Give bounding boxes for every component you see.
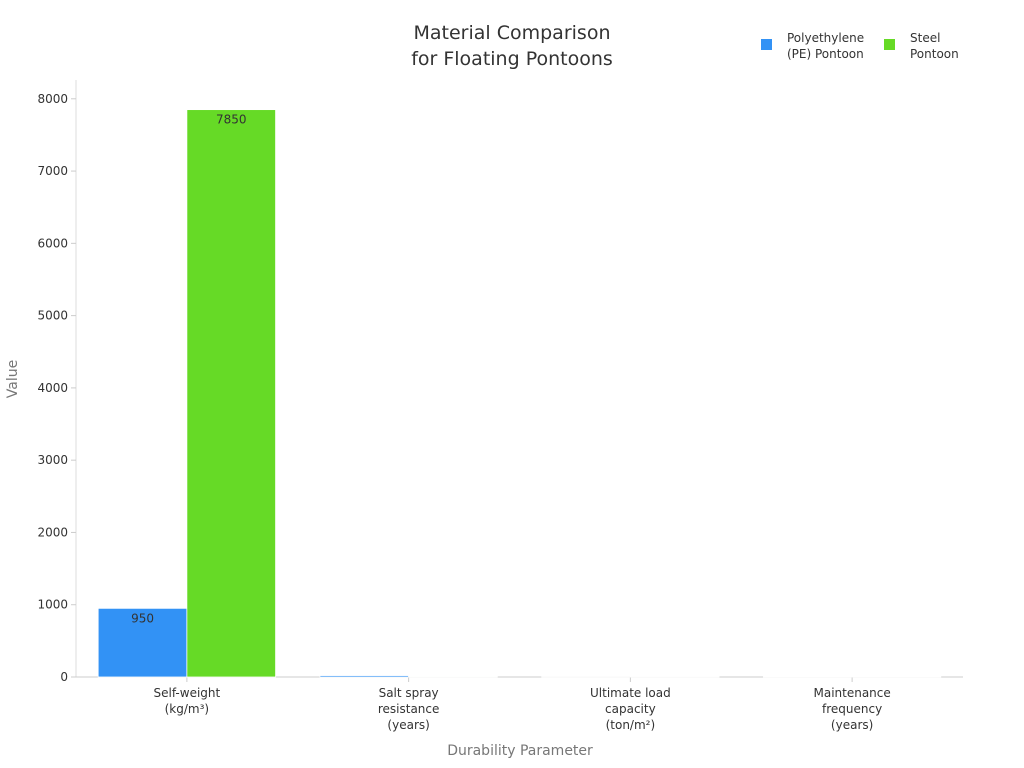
bar [97, 607, 188, 678]
y-tick-label: 3000 [37, 453, 68, 467]
x-tick-label: Ultimate load capacity (ton/m²) [590, 686, 671, 732]
legend-swatch [884, 39, 895, 50]
y-axis-title: Value [5, 360, 21, 398]
value-label: 7850 [216, 112, 247, 126]
y-tick-label: 2000 [37, 525, 68, 539]
bar [763, 675, 853, 678]
value-label: 950 [131, 611, 154, 625]
bar [408, 676, 498, 678]
y-tick-label: 4000 [37, 380, 68, 394]
y-tick-label: 7000 [37, 164, 68, 178]
x-tick-label: Self-weight (kg/m³) [154, 686, 221, 716]
y-tick-label: 5000 [37, 308, 68, 322]
y-tick-label: 8000 [37, 91, 68, 105]
bar [186, 109, 276, 678]
x-tick-label: Salt spray resistance (years) [378, 686, 440, 732]
x-tick-label: Maintenance frequency (years) [813, 686, 890, 732]
legend-label: Polyethylene (PE) Pontoon [787, 31, 864, 61]
bar [319, 675, 410, 678]
y-tick-label: 1000 [37, 597, 68, 611]
y-tick-label: 6000 [37, 236, 68, 250]
legend-swatch [761, 39, 772, 50]
chart-title: Material Comparison for Floating Pontoons [411, 22, 613, 70]
x-axis-title: Durability Parameter [447, 743, 593, 759]
y-tick-label: 0 [60, 670, 68, 684]
legend-label: Steel Pontoon [910, 31, 959, 61]
